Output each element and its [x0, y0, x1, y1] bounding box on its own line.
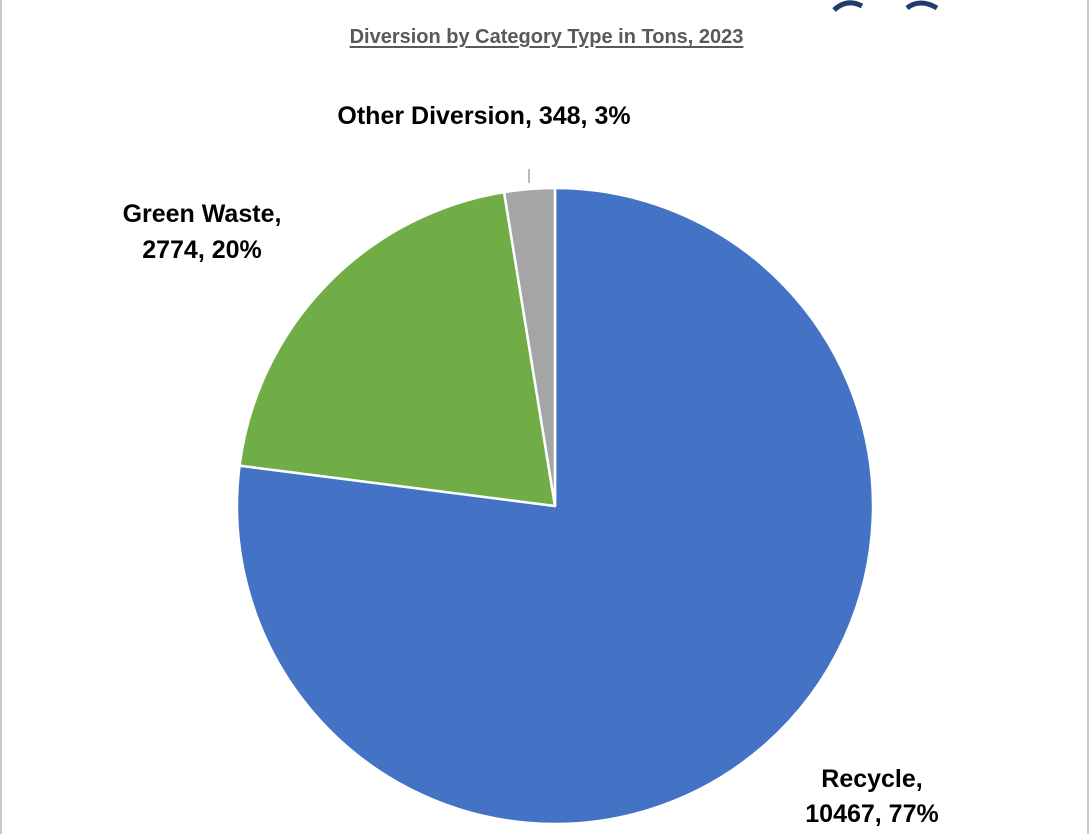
- top-banner-fragment: [832, 0, 939, 12]
- pie-slice-green-waste: [238, 190, 557, 508]
- pie-slice-other-diversion: [502, 186, 557, 508]
- data-label-other-diversion: Other Diversion, 348, 3%: [337, 102, 630, 130]
- data-label-recycle: Recycle, 10467, 77%: [805, 765, 938, 828]
- chart-title: Diversion by Category Type in Tons, 2023: [349, 26, 744, 48]
- data-label-green-waste: Green Waste, 2774, 20%: [123, 200, 282, 264]
